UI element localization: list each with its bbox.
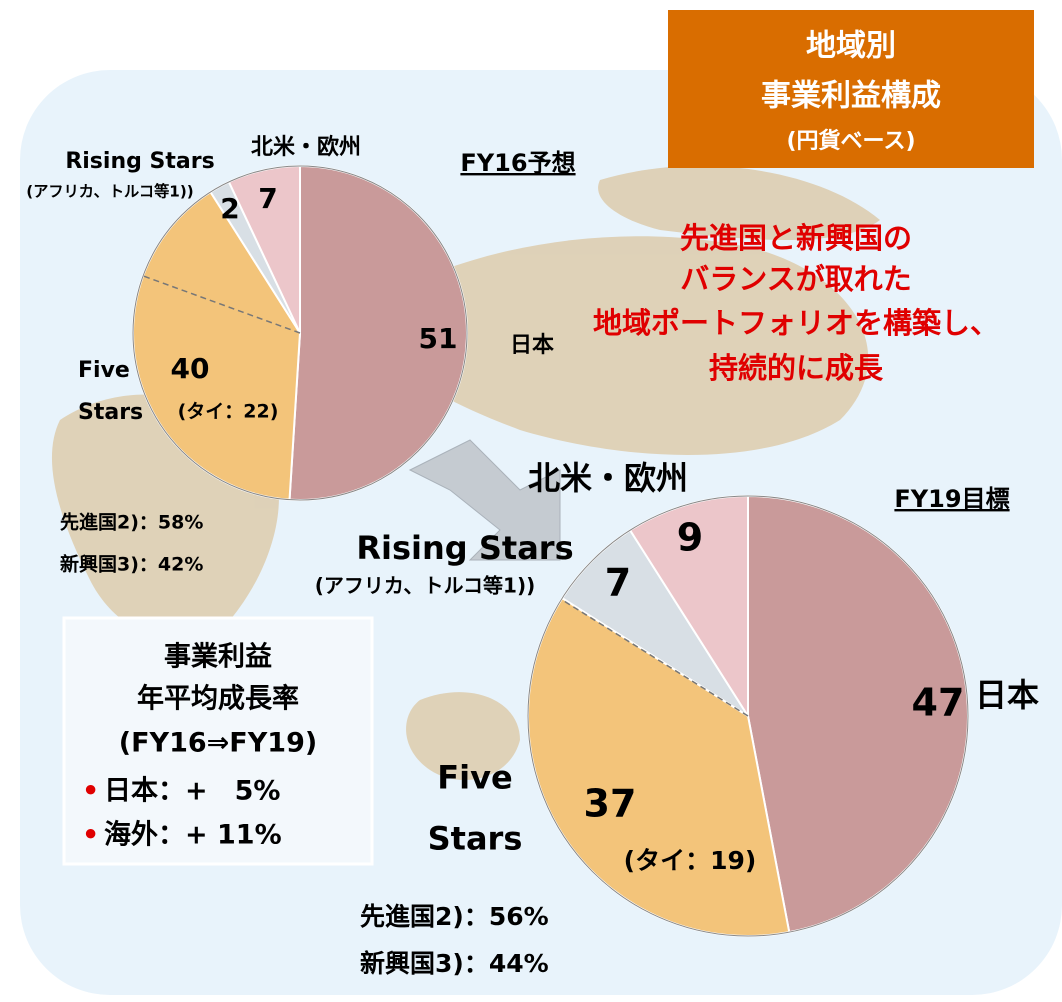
growth-line: 年平均成長率 <box>137 683 299 715</box>
annotation: (アフリカ、トルコ等1)) <box>26 183 193 201</box>
category-label: 北米・欧州 <box>251 134 361 160</box>
value-label: 2 <box>220 192 239 225</box>
message-line: 持続的に成長 <box>709 351 884 385</box>
annotation: 新興国3)：42% <box>60 553 203 576</box>
growth-box <box>62 616 374 866</box>
annotation: 先進国2)：58% <box>60 511 203 534</box>
growth-item: 海外：+ 11% <box>104 820 282 851</box>
value-label: 7 <box>258 182 277 215</box>
category-label: 日本 <box>510 333 554 358</box>
category-label: 日本 <box>975 676 1039 714</box>
thailand-divider <box>561 598 749 717</box>
message-line: 地域ポートフォリオを構築し、 <box>593 306 999 340</box>
annotation: (アフリカ、トルコ等1)) <box>315 574 536 598</box>
pie-outline <box>527 495 969 937</box>
title-box <box>668 10 1034 168</box>
pie-outline <box>132 165 468 501</box>
category-label: 北米・欧州 <box>528 459 688 497</box>
message-line: バランスが取れた <box>680 262 911 296</box>
title: 地域別 <box>806 29 896 64</box>
category-label: Rising Stars <box>356 529 573 567</box>
bullet: • <box>82 820 99 851</box>
message: 先進国と新興国の バランスが取れた 地域ポートフォリオを構築し、 持続的に成長 <box>593 221 999 385</box>
value-label: 51 <box>419 322 458 355</box>
value-label: 9 <box>677 516 703 560</box>
category-label: Five Stars <box>428 759 523 858</box>
thailand-divider <box>142 275 301 334</box>
subtitle: (円貨ベース) <box>786 128 915 154</box>
growth-line: (FY16⇒FY19) <box>119 728 317 759</box>
transition-arrow <box>408 439 561 561</box>
annotation: (タイ：22) <box>178 401 279 423</box>
category-label: Five Stars <box>78 358 143 425</box>
message-line: 先進国と新興国の <box>680 221 912 255</box>
value-label: 47 <box>912 681 965 725</box>
value-label: 7 <box>605 561 631 605</box>
category-label: Rising Stars <box>65 149 214 174</box>
annotation: (タイ：19) <box>624 846 757 875</box>
annotation: 先進国2)：56% <box>360 902 549 931</box>
pie-title: FY16予想 <box>460 149 575 177</box>
bullet: • <box>82 776 99 807</box>
pie-title: FY19目標 <box>894 485 1009 513</box>
growth-line: 事業利益 <box>164 642 272 673</box>
growth-item: 日本：+ 5% <box>104 776 280 807</box>
value-label: 37 <box>584 782 637 826</box>
annotation: 新興国3)：44% <box>360 949 549 978</box>
title: 事業利益構成 <box>761 79 941 114</box>
value-label: 40 <box>171 352 210 385</box>
